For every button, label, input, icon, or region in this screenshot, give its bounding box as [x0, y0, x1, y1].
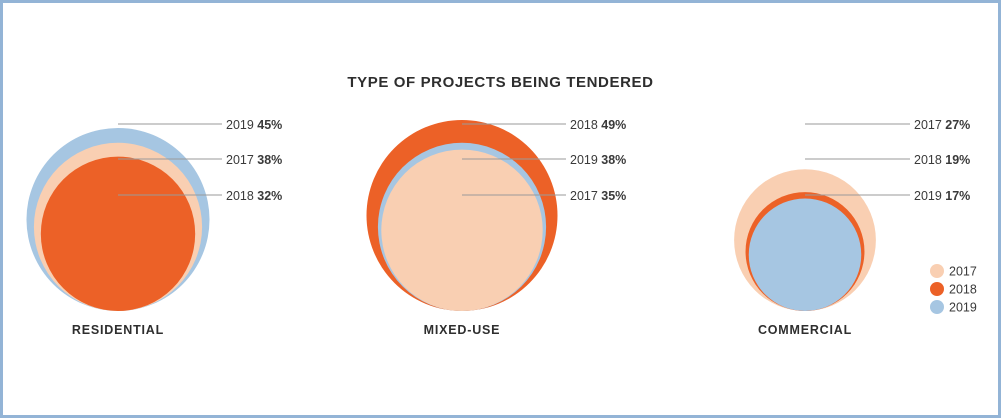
legend-swatch-2018	[930, 282, 944, 296]
legend: 2017 2018 2019	[930, 264, 977, 315]
commercial-label-2017: 2017 27%	[914, 118, 970, 132]
category-label-residential: RESIDENTIAL	[72, 323, 164, 337]
mixed-use-label-2019: 2019 38%	[570, 153, 626, 167]
legend-label-2017: 2017	[949, 265, 977, 279]
residential-bubble-2018	[40, 156, 196, 311]
legend-label-2019: 2019	[949, 301, 977, 315]
mixed-use-bubble-2017	[381, 149, 543, 311]
chart-title: TYPE OF PROJECTS BEING TENDERED	[347, 74, 654, 91]
commercial-label-2019: 2019 17%	[914, 189, 970, 203]
group-commercial: 2017 27% 2018 19% 2019 17% COMMERCIAL	[734, 118, 970, 337]
group-mixed-use: 2018 49% 2019 38% 2017 35% MIXED-USE	[366, 118, 626, 337]
legend-swatch-2019	[930, 300, 944, 314]
legend-swatch-2017	[930, 264, 944, 278]
group-residential: 2019 45% 2017 38% 2018 32% RESIDENTIAL	[26, 118, 282, 337]
commercial-label-2018: 2018 19%	[914, 153, 970, 167]
category-label-commercial: COMMERCIAL	[758, 323, 852, 337]
residential-label-2019: 2019 45%	[226, 118, 282, 132]
residential-label-2017: 2017 38%	[226, 153, 282, 167]
commercial-bubble-2019	[748, 198, 862, 311]
mixed-use-label-2018: 2018 49%	[570, 118, 626, 132]
mixed-use-label-2017: 2017 35%	[570, 189, 626, 203]
bubble-chart: 2019 45% 2017 38% 2018 32% RESIDENTIAL 2018 …	[26, 118, 977, 337]
legend-label-2018: 2018	[949, 283, 977, 297]
category-label-mixed-use: MIXED-USE	[424, 323, 501, 337]
residential-label-2018: 2018 32%	[226, 189, 282, 203]
